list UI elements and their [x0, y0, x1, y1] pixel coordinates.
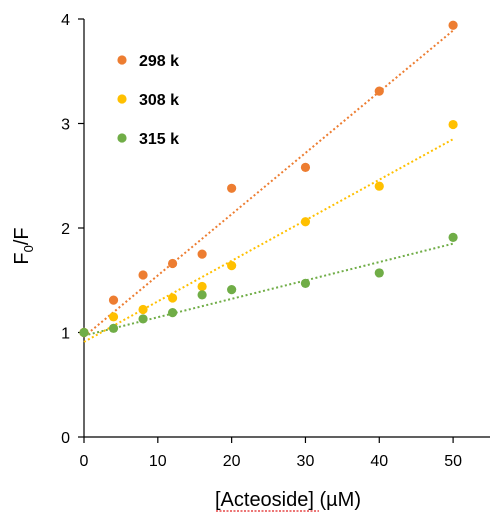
legend-marker [117, 55, 127, 65]
legend: 298 k 308 k 315 k [117, 53, 179, 148]
y-axis-title-sub: 0 [21, 245, 36, 252]
data-point [300, 162, 311, 172]
y-tick-label: 2 [61, 221, 70, 238]
data-point [448, 20, 458, 30]
data-point [300, 217, 311, 227]
legend-label: 298 k [139, 53, 179, 70]
data-point [448, 232, 458, 243]
x-axis-title: [Acteoside] (µM) [215, 489, 361, 511]
data-point [197, 290, 207, 300]
data-point [108, 323, 119, 333]
legend-label: 315 k [139, 131, 179, 148]
data-point [300, 278, 311, 288]
data-point [448, 119, 458, 130]
x-tick-label: 10 [149, 453, 167, 470]
x-tick-label: 40 [370, 453, 388, 470]
trendlines [83, 29, 454, 343]
y-tick-label: 4 [61, 12, 70, 29]
data-point [79, 327, 89, 338]
data-point [167, 258, 178, 269]
y-tick-label: 0 [61, 430, 70, 447]
y-tick-label: 3 [61, 117, 70, 134]
data-point [167, 308, 178, 318]
data-point [197, 281, 207, 292]
data-point [138, 270, 148, 280]
y-axis-title: F0/F [11, 227, 36, 264]
y-axis-title-rest: /F [11, 227, 33, 245]
data-point [227, 261, 237, 271]
data-point [374, 268, 384, 278]
data-point [108, 312, 119, 322]
legend-marker [117, 94, 127, 104]
x-tick-label: 0 [80, 453, 89, 470]
data-point [138, 314, 148, 324]
data-point [374, 181, 384, 191]
data-points [79, 20, 458, 338]
data-point [197, 249, 207, 259]
x-tick-label: 20 [223, 453, 241, 470]
trendline [83, 29, 454, 338]
data-point [108, 295, 119, 305]
legend-label: 308 k [139, 92, 179, 109]
legend-marker [117, 133, 127, 143]
data-point [374, 86, 384, 96]
data-point [138, 304, 148, 315]
y-tick-label: 1 [61, 326, 70, 343]
data-point [167, 293, 178, 303]
x-tick-label: 50 [444, 453, 462, 470]
y-axis-title-main: F [11, 252, 33, 264]
data-point [227, 183, 237, 193]
data-point [227, 285, 237, 295]
x-tick-label: 30 [297, 453, 315, 470]
